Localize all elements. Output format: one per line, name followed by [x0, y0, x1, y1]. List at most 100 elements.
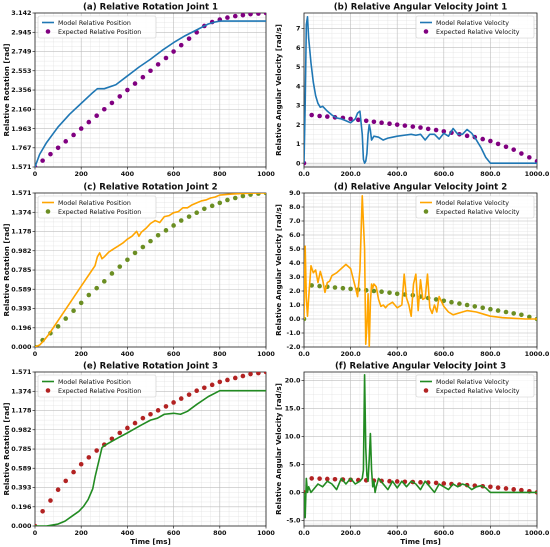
- x-tick-label: 0: [33, 170, 38, 178]
- expected-point: [240, 373, 246, 379]
- expected-point: [441, 129, 447, 134]
- y-tick-label: 1.374: [11, 388, 32, 396]
- x-tick-label: 800.0: [480, 529, 501, 537]
- y-tick-label: 1.178: [11, 407, 32, 415]
- expected-point: [163, 228, 169, 233]
- expected-point: [148, 411, 153, 417]
- x-tick-label: 400: [121, 170, 135, 178]
- expected-point: [225, 377, 230, 383]
- legend-label: Model Relative Velocity: [436, 379, 509, 386]
- expected-point: [140, 74, 146, 80]
- y-tick-label: 0.589: [11, 464, 32, 472]
- expected-point: [209, 382, 215, 388]
- model-line: [304, 16, 537, 164]
- plot-area: [304, 372, 537, 526]
- y-tick-label: 0.196: [11, 503, 32, 511]
- y-tick-label: 4.0: [289, 259, 301, 267]
- expected-point: [449, 299, 454, 305]
- model-line: [35, 20, 266, 167]
- model-line: [35, 193, 266, 347]
- axes-frame: [303, 371, 538, 527]
- y-tick-label: 0.393: [11, 305, 31, 313]
- expected-point: [503, 144, 509, 150]
- expected-point: [78, 126, 84, 131]
- expected-point: [488, 138, 493, 144]
- x-tick-label: 400: [121, 529, 135, 537]
- expected-point: [433, 480, 439, 486]
- x-tick-label: 0: [33, 529, 38, 537]
- expected-point: [433, 127, 439, 133]
- expected-point: [433, 297, 439, 302]
- y-tick-label: 3: [296, 102, 300, 110]
- chart-panel-b: 0.0 200.0 400.0 600.0 800.0 1000.0 0 1 2 3 4 5 6 7 (b)…: [274, 3, 550, 179]
- x-tick-label: 600.0: [434, 170, 455, 178]
- x-tick-label: 800.0: [480, 350, 501, 358]
- expected-point: [132, 81, 138, 86]
- expected-point: [511, 311, 516, 316]
- expected-point: [155, 232, 161, 238]
- expected-point: [78, 300, 84, 306]
- chart-title: (d) Relative Angular Velocity Joint 2: [334, 183, 508, 193]
- legend-box: [415, 374, 535, 398]
- legend-box: [37, 15, 157, 39]
- expected-point: [309, 476, 314, 481]
- expected-point: [48, 151, 53, 157]
- expected-point: [394, 291, 400, 297]
- y-tick-label: 1.178: [11, 228, 32, 236]
- expected-point: [503, 486, 509, 491]
- expected-point: [71, 132, 76, 138]
- expected-point: [379, 289, 384, 295]
- y-tick-label: 0.000: [11, 522, 32, 530]
- chart-panel-d: 0.0 200.0 400.0 600.0 800.0 1000.0 -2.0 -1.0 0.0…: [274, 183, 550, 359]
- expected-point: [441, 481, 447, 486]
- expected-point: [317, 113, 322, 119]
- expected-point: [495, 485, 501, 490]
- y-tick-label: 5.0: [289, 461, 301, 469]
- x-tick-label: 200.0: [340, 529, 361, 537]
- expected-point: [217, 379, 223, 385]
- y-tick-label: 1: [296, 140, 300, 148]
- x-tick-label: 1000: [257, 529, 275, 537]
- y-tick-label: 1.963: [11, 125, 31, 133]
- expected-point: [441, 298, 447, 304]
- expected-point: [527, 314, 532, 320]
- expected-point: [202, 206, 207, 212]
- legend: Model Relative Velocity Expected Relative…: [415, 15, 535, 39]
- expected-point: [94, 285, 99, 291]
- y-tick-label: 0.393: [11, 484, 31, 492]
- x-tick-label: 1000: [257, 350, 275, 358]
- x-axis-label: Time [ms]: [400, 537, 441, 546]
- y-tick-label: 0.785: [11, 445, 31, 453]
- y-tick-label: -2.0: [287, 343, 302, 351]
- expected-point: [155, 408, 161, 413]
- y-tick-label: 1.571: [11, 163, 31, 171]
- expected-point: [495, 308, 501, 313]
- expected-point: [394, 122, 400, 127]
- x-tick-label: 200.0: [340, 170, 361, 178]
- expected-point: [248, 372, 253, 377]
- legend-label: Expected Relative Position: [58, 29, 141, 36]
- y-tick-label: 1.0: [289, 301, 301, 309]
- x-tick-label: 1000: [257, 170, 275, 178]
- expected-point: [178, 218, 184, 223]
- legend-box: [415, 15, 535, 39]
- chart-title: (a) Relative Rotation Joint 1: [83, 3, 218, 13]
- y-tick-label: -5.0: [287, 517, 302, 525]
- y-axis-label: Relative Angular Velocity [rad/s]: [274, 204, 283, 336]
- plot-area: [304, 13, 537, 167]
- expected-point: [248, 13, 253, 17]
- expected-point: [232, 13, 238, 19]
- expected-point: [163, 404, 169, 409]
- expected-point: [488, 306, 493, 312]
- x-tick-label: 800.0: [480, 170, 501, 178]
- legend-box: [37, 374, 157, 398]
- expected-point: [232, 375, 238, 381]
- expected-point: [464, 133, 470, 139]
- expected-point: [387, 290, 392, 295]
- chart-panel-c: 0 200 400 600 800 1000 0.000 0.196 0.393 0.589 0.7…: [2, 183, 275, 359]
- y-tick-label: 0.000: [11, 343, 32, 351]
- expected-point: [402, 123, 408, 128]
- expected-point: [86, 119, 92, 125]
- expected-point: [371, 119, 377, 125]
